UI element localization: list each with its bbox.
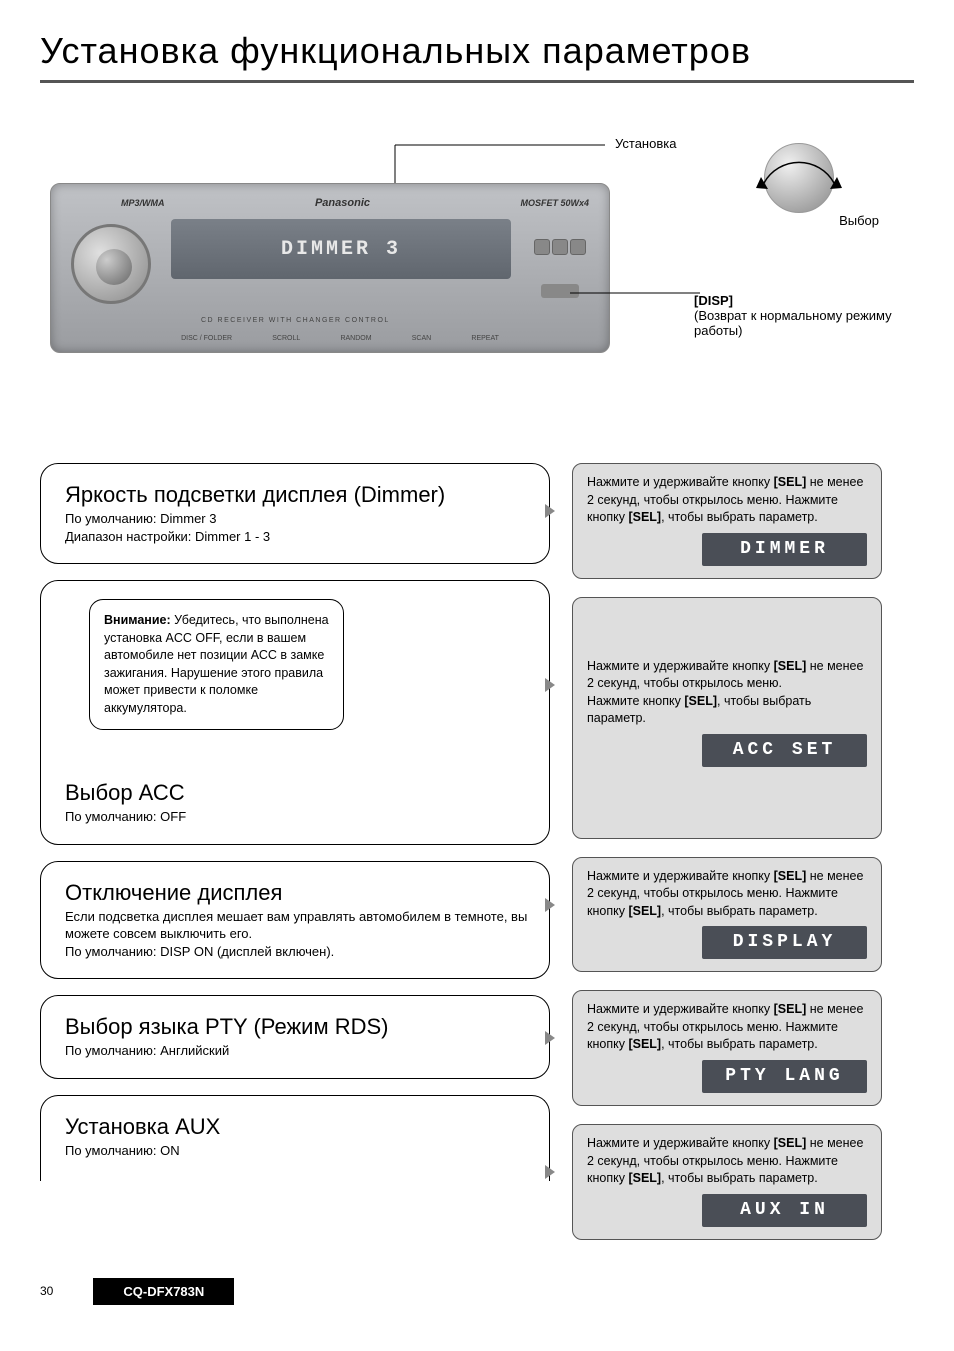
arrow-icon [545,1165,555,1179]
play-button [552,239,568,255]
left-column: Яркость подсветки дисплея (Dimmer) По умо… [40,463,550,1258]
prev-button [534,239,550,255]
next-button [570,239,586,255]
page-title: Установка функциональных параметров [40,30,914,72]
instruction-text: Нажмите и удерживайте кнопку [SEL] не ме… [587,474,867,527]
callout-select-label: Выбор [839,213,879,228]
instruction-text: Нажмите и удерживайте кнопку [SEL] не ме… [587,658,867,728]
select-knob-arrow [744,133,854,223]
disp-note: [DISP] (Возврат к нормальному режиму раб… [694,293,914,338]
callout-install-label: Установка [615,136,676,151]
instruction-box: Нажмите и удерживайте кнопку [SEL] не ме… [572,990,882,1106]
disp-label: [DISP] [694,293,733,308]
section-box: Выбор языка PTY (Режим RDS) По умолчанию:… [40,995,550,1079]
section-title: Выбор АСС [65,780,529,806]
stereo-brand: Panasonic [315,197,370,209]
instruction-box: Нажмите и удерживайте кнопку [SEL] не ме… [572,597,882,839]
section-box: Внимание: Убедитесь, что выполнена устан… [40,580,550,845]
section-title: Установка AUX [65,1114,529,1140]
instruction-box: Нажмите и удерживайте кнопку [SEL] не ме… [572,463,882,579]
stereo-lcd-display: DIMMER 3 [171,219,511,279]
stereo-bottom-label: DISC / FOLDER [181,335,232,342]
section-subtext: По умолчанию: Английский [65,1042,529,1060]
instruction-text: Нажмите и удерживайте кнопку [SEL] не ме… [587,1001,867,1054]
stereo-bottom-label: RANDOM [340,335,371,342]
disp-note-text: (Возврат к нормальному режиму работы) [694,308,892,338]
lcd-label: DIMMER [702,533,867,566]
stereo-subtitle: CD RECEIVER WITH CHANGER CONTROL [201,317,390,324]
section-subtext: Если подсветка дисплея мешает вам управл… [65,908,529,943]
stereo-mp3-logo: MP3/WMA [121,198,165,208]
section-box: Установка AUX По умолчанию: ON [40,1095,550,1182]
stereo-bottom-label: REPEAT [471,335,499,342]
title-rule [40,80,914,83]
stereo-volume-knob [71,224,151,304]
stereo-bottom-labels: DISC / FOLDER SCROLL RANDOM SCAN REPEAT [161,335,519,342]
warning-box: Внимание: Убедитесь, что выполнена устан… [89,599,344,730]
page-number: 30 [40,1284,53,1298]
section-subtext: По умолчанию: OFF [65,808,529,826]
lcd-label: ACC SET [702,734,867,767]
section-box: Отключение дисплеяЕсли подсветка дисплея… [40,861,550,980]
stereo-mosfet-logo: MOSFET 50Wx4 [520,198,589,208]
arrow-icon [545,678,555,692]
diagram-area: Установка MP3/WMA Panasonic MOSFET 50Wx4… [40,133,914,433]
arrow-icon [545,898,555,912]
stereo-unit: MP3/WMA Panasonic MOSFET 50Wx4 DIMMER 3 … [50,183,610,353]
lcd-label: PTY LANG [702,1060,867,1093]
section-title: Яркость подсветки дисплея (Dimmer) [65,482,529,508]
section-box: Яркость подсветки дисплея (Dimmer) По умо… [40,463,550,564]
page-footer: 30 CQ-DFX783N [40,1278,914,1305]
instruction-box: Нажмите и удерживайте кнопку [SEL] не ме… [572,1124,882,1240]
instruction-text: Нажмите и удерживайте кнопку [SEL] не ме… [587,868,867,921]
section-subtext: По умолчанию: DISP ON (дисплей включен). [65,943,529,961]
right-column: Нажмите и удерживайте кнопку [SEL] не ме… [572,463,882,1258]
instruction-box: Нажмите и удерживайте кнопку [SEL] не ме… [572,857,882,973]
stereo-bottom-label: SCAN [412,335,431,342]
content-columns: Яркость подсветки дисплея (Dimmer) По умо… [40,463,914,1258]
model-badge: CQ-DFX783N [93,1278,234,1305]
section-title: Выбор языка PTY (Режим RDS) [65,1014,529,1040]
instruction-text: Нажмите и удерживайте кнопку [SEL] не ме… [587,1135,867,1188]
section-subtext: Диапазон настройки: Dimmer 1 - 3 [65,528,529,546]
section-subtext: По умолчанию: ON [65,1142,529,1160]
stereo-bottom-label: SCROLL [272,335,300,342]
lcd-label: DISPLAY [702,926,867,959]
section-subtext: По умолчанию: Dimmer 3 [65,510,529,528]
section-title: Отключение дисплея [65,880,529,906]
arrow-icon [545,504,555,518]
arrow-icon [545,1031,555,1045]
stereo-nav-buttons [534,239,589,255]
lcd-label: AUX IN [702,1194,867,1227]
stereo-top-bar: MP3/WMA Panasonic MOSFET 50Wx4 [121,194,589,212]
